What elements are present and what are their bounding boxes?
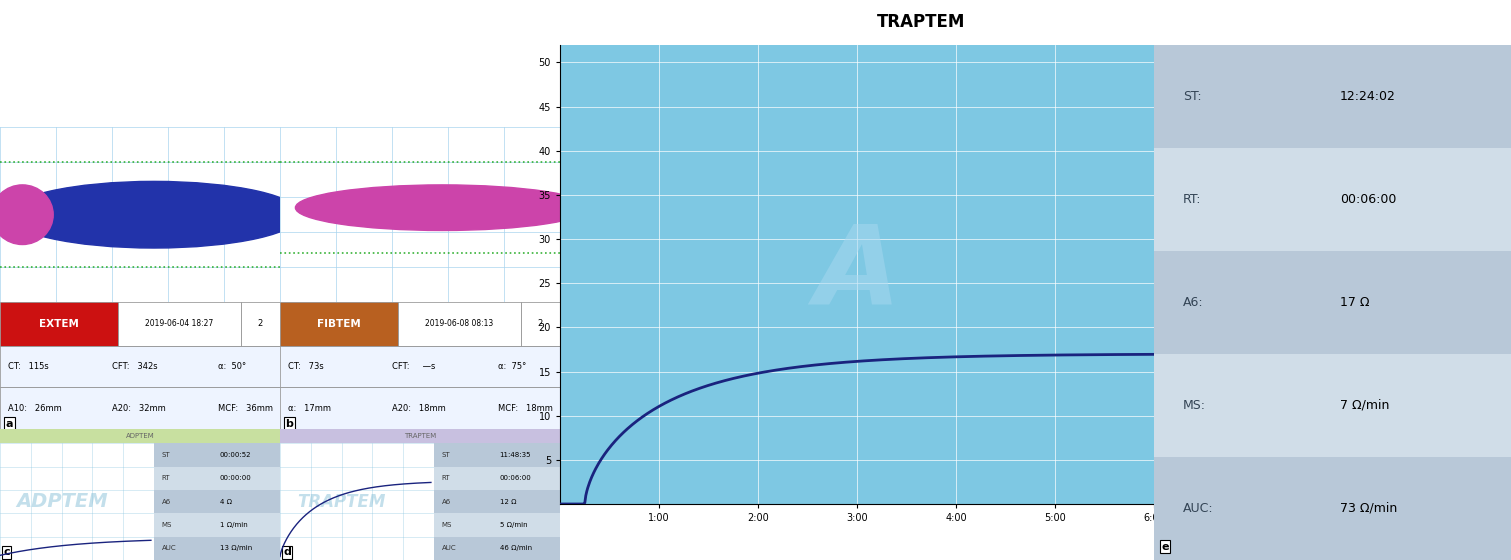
Text: RT:: RT: — [1183, 193, 1201, 206]
Bar — [434, 490, 561, 514]
Ellipse shape — [0, 185, 53, 245]
Bar — [1154, 251, 1511, 354]
Text: α:  75°: α: 75° — [499, 362, 527, 371]
Bar — [154, 490, 280, 514]
Text: 2019-06-08 08:13: 2019-06-08 08:13 — [425, 320, 493, 329]
Text: CFT:   342s: CFT: 342s — [112, 362, 157, 371]
Text: 1 Ω/min: 1 Ω/min — [219, 522, 248, 528]
Text: MS: MS — [441, 522, 452, 528]
Text: 00:00:00: 00:00:00 — [219, 475, 251, 482]
Text: RT: RT — [162, 475, 171, 482]
Text: AUC:: AUC: — [1183, 502, 1213, 515]
Bar — [1154, 148, 1511, 251]
Bar — [397, 302, 521, 346]
Text: AUC: AUC — [162, 545, 177, 552]
Bar — [280, 388, 561, 430]
Bar — [154, 514, 280, 536]
Text: ST:: ST: — [1183, 90, 1201, 103]
Text: c: c — [3, 547, 9, 557]
Text: 7 Ω/min: 7 Ω/min — [1340, 399, 1389, 412]
Ellipse shape — [8, 181, 301, 248]
Text: ST: ST — [441, 452, 450, 458]
Text: 12 Ω: 12 Ω — [500, 499, 517, 505]
Text: EXTEM: EXTEM — [39, 319, 79, 329]
Text: 2019-06-04 18:27: 2019-06-04 18:27 — [145, 320, 213, 329]
Text: 5 Ω/min: 5 Ω/min — [500, 522, 527, 528]
Bar — [521, 302, 561, 346]
Text: AUC: AUC — [441, 545, 456, 552]
Text: A20:   32mm: A20: 32mm — [112, 404, 166, 413]
Bar — [434, 444, 561, 466]
Text: 13 Ω/min: 13 Ω/min — [219, 545, 252, 552]
Text: 2: 2 — [258, 320, 263, 329]
Text: 4 Ω: 4 Ω — [219, 499, 231, 505]
Bar — [280, 430, 561, 444]
Text: A10:   26mm: A10: 26mm — [9, 404, 62, 413]
Text: A6:: A6: — [1183, 296, 1204, 309]
Bar — [1154, 354, 1511, 457]
Text: 12:24:02: 12:24:02 — [1340, 90, 1396, 103]
Text: 00:00:52: 00:00:52 — [219, 452, 251, 458]
Text: A6: A6 — [441, 499, 450, 505]
Bar — [280, 346, 561, 388]
Text: 46 Ω/min: 46 Ω/min — [500, 545, 532, 552]
Text: CT:   115s: CT: 115s — [9, 362, 50, 371]
Bar — [434, 514, 561, 536]
Text: d: d — [283, 547, 292, 557]
Text: α:  50°: α: 50° — [219, 362, 246, 371]
Text: CFT:     —s: CFT: —s — [391, 362, 435, 371]
Text: FIBTEM: FIBTEM — [317, 319, 361, 329]
Text: 11:48:35: 11:48:35 — [500, 452, 530, 458]
Text: b: b — [286, 419, 293, 429]
Bar — [154, 444, 280, 466]
Text: min: min — [1173, 531, 1191, 541]
Bar — [1154, 45, 1511, 148]
Text: 00:06:00: 00:06:00 — [500, 475, 532, 482]
Text: a: a — [6, 419, 14, 429]
Text: TRAPTEM: TRAPTEM — [298, 493, 385, 511]
Bar — [280, 302, 397, 346]
Text: MS: MS — [162, 522, 172, 528]
Bar — [154, 466, 280, 490]
Text: ADPTEM: ADPTEM — [125, 433, 154, 440]
Text: ST: ST — [162, 452, 171, 458]
Bar — [240, 302, 280, 346]
Text: MS:: MS: — [1183, 399, 1206, 412]
Text: A20:   18mm: A20: 18mm — [391, 404, 446, 413]
Text: TRAPTEM: TRAPTEM — [403, 433, 437, 440]
Bar — [0, 302, 118, 346]
Bar — [0, 388, 280, 430]
Text: ADPTEM: ADPTEM — [15, 492, 107, 511]
Text: 73 Ω/min: 73 Ω/min — [1340, 502, 1398, 515]
Bar — [434, 466, 561, 490]
Text: e: e — [1162, 542, 1170, 552]
Bar — [118, 302, 240, 346]
Bar — [434, 536, 561, 560]
Text: A6: A6 — [162, 499, 171, 505]
Ellipse shape — [295, 185, 589, 231]
Text: 17 Ω: 17 Ω — [1340, 296, 1369, 309]
Text: MCF:   18mm: MCF: 18mm — [499, 404, 553, 413]
Text: A: A — [814, 221, 901, 328]
Bar — [0, 430, 280, 444]
Bar — [0, 346, 280, 388]
Text: CT:   73s: CT: 73s — [289, 362, 325, 371]
Text: MCF:   36mm: MCF: 36mm — [219, 404, 273, 413]
Text: RT: RT — [441, 475, 450, 482]
Text: TRAPTEM: TRAPTEM — [878, 13, 966, 31]
Bar — [1154, 457, 1511, 560]
Bar — [154, 536, 280, 560]
Text: 00:06:00: 00:06:00 — [1340, 193, 1396, 206]
Text: α:   17mm: α: 17mm — [289, 404, 331, 413]
Text: 2: 2 — [538, 320, 542, 329]
